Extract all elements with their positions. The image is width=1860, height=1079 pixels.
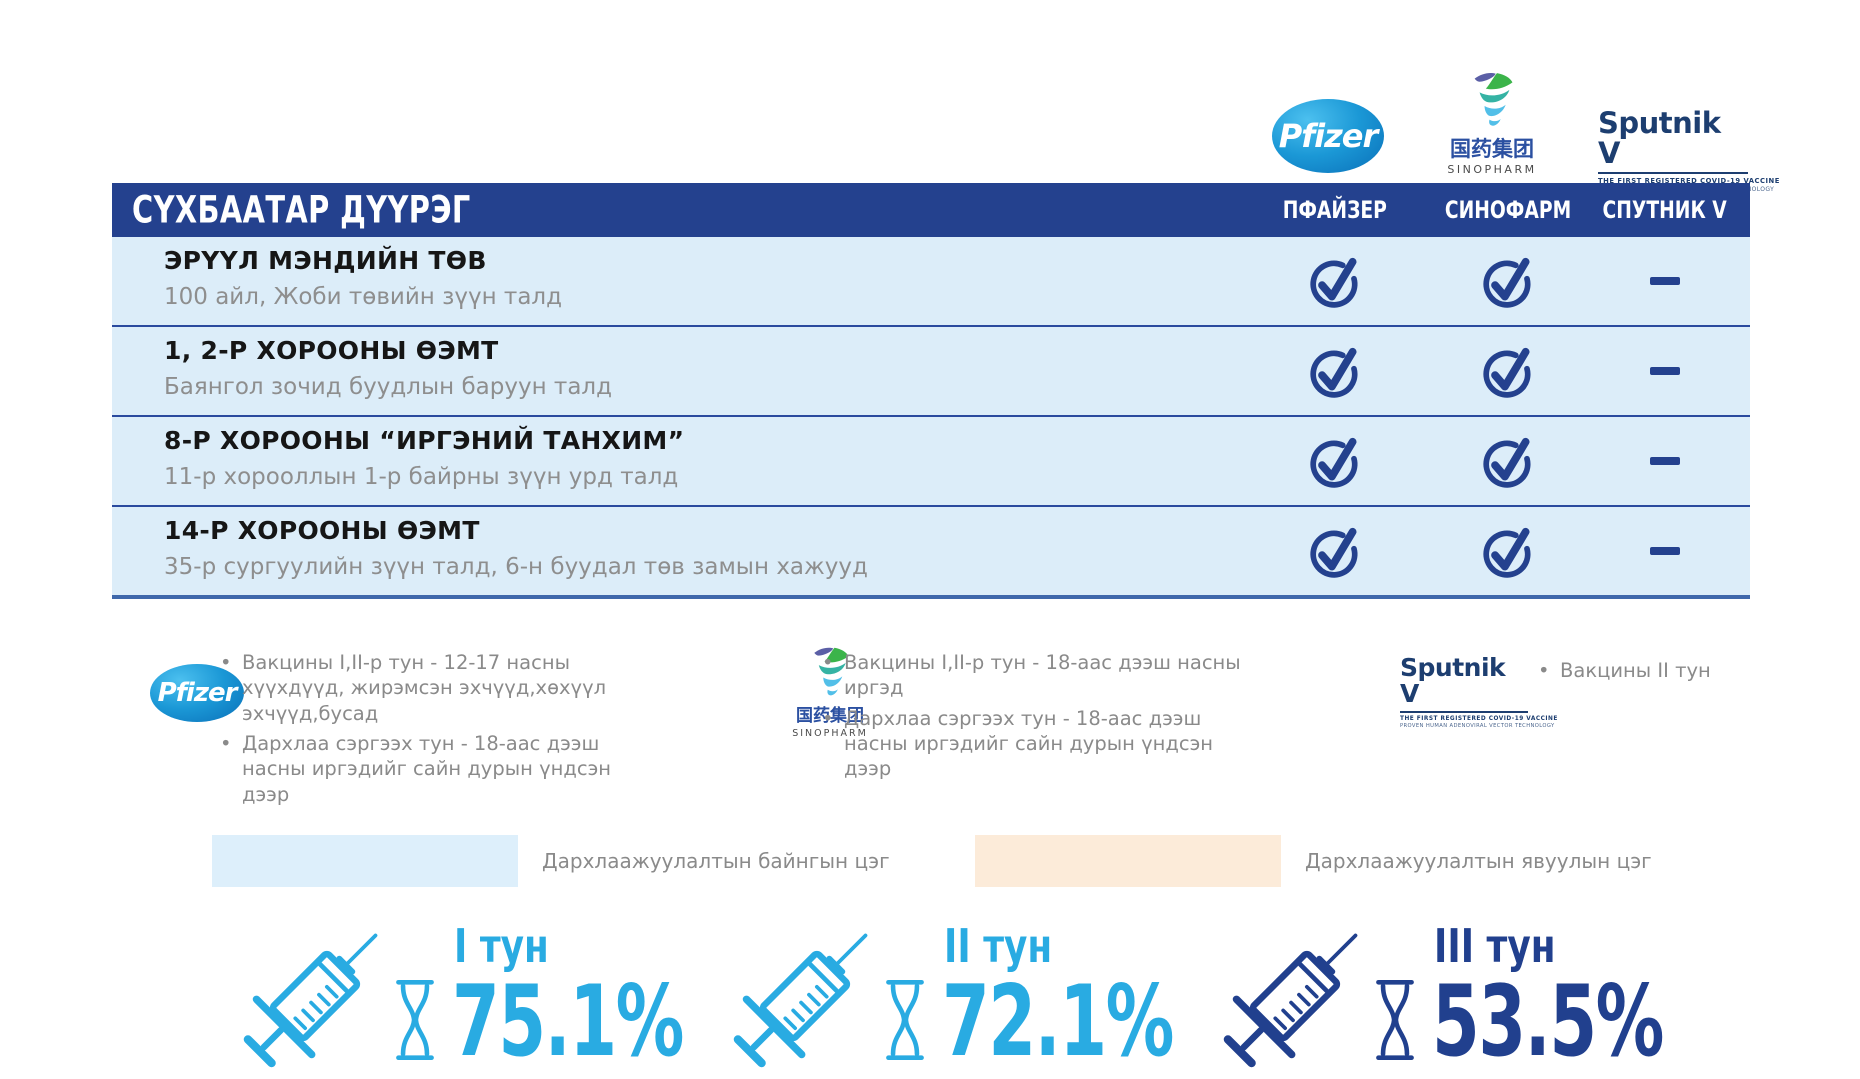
sinopharm-availability-mark	[1423, 507, 1593, 595]
syringe-icon	[712, 903, 898, 1079]
pfizer-availability-mark	[1250, 327, 1420, 415]
note-item: Дархлаа сэргээх тун - 18-аас дээш насны …	[820, 706, 1260, 782]
sputnik-tagline-1: THE FIRST REGISTERED COVID-19 VACCINE	[1400, 715, 1558, 722]
pfizer-logo-text: Pfizer	[1278, 117, 1378, 155]
dose-label: II тун	[944, 919, 1053, 973]
site-address: 35-р сургуулийн зүүн талд, 6-н буудал тө…	[164, 554, 868, 580]
district-title: СҮХБААТАР ДҮҮРЭГ	[132, 188, 471, 232]
site-address: 100 айл, Жоби төвийн зүүн талд	[164, 284, 563, 310]
column-header-sputnik: СПУТНИК V	[1602, 196, 1728, 224]
dose-2-stat: II тун 72.1%	[712, 903, 1272, 1079]
sinopharm-swirl-icon	[1474, 73, 1513, 126]
pfizer-note-list: Вакцины I,II-р тун - 12-17 насны хүүхдүү…	[218, 650, 648, 812]
sputnik-logo-text: Sputnik V	[1400, 654, 1528, 713]
table-header: СҮХБААТАР ДҮҮРЭГ ПФАЙЗЕР СИНОФАРМ СПУТНИ…	[112, 183, 1750, 237]
mobile-point-swatch	[975, 835, 1281, 887]
sinopharm-latin-text: SINOPHARM	[1447, 163, 1537, 177]
pfizer-availability-mark	[1250, 417, 1420, 505]
hourglass-icon	[882, 977, 928, 1063]
check-icon	[1480, 433, 1536, 489]
pfizer-availability-mark	[1250, 507, 1420, 595]
pfizer-availability-mark	[1250, 237, 1420, 325]
sinopharm-chinese-text: 国药集团	[1450, 137, 1534, 161]
sputnik-note-logo: Sputnik V THE FIRST REGISTERED COVID-19 …	[1400, 654, 1558, 729]
hourglass-icon	[1372, 977, 1418, 1063]
vaccination-table: СҮХБААТАР ДҮҮРЭГ ПФАЙЗЕР СИНОФАРМ СПУТНИ…	[112, 183, 1750, 599]
dash-icon	[1650, 277, 1680, 285]
check-icon	[1480, 343, 1536, 399]
hourglass-icon	[392, 977, 438, 1063]
note-item: Вакцины I,II-р тун - 18-аас дээш насны и…	[820, 650, 1260, 701]
column-header-sinopharm: СИНОФАРМ	[1444, 196, 1572, 224]
dose-label: III тун	[1434, 919, 1556, 973]
table-row: 14-Р ХОРООНЫ ӨЭМТ 35-р сургуулийн зүүн т…	[112, 505, 1750, 595]
syringe-icon	[222, 903, 408, 1079]
check-icon	[1307, 253, 1363, 309]
table-row: 8-Р ХОРООНЫ “ИРГЭНИЙ ТАНХИМ” 11-р хороол…	[112, 415, 1750, 505]
dose-percentage: 53.5%	[1432, 965, 1664, 1079]
note-item: Вакцины II тун	[1536, 658, 1766, 684]
dash-icon	[1650, 457, 1680, 465]
fixed-point-swatch	[212, 835, 518, 887]
sinopharm-note-list: Вакцины I,II-р тун - 18-аас дээш насны и…	[820, 650, 1260, 787]
table-body: ЭРҮҮЛ МЭНДИЙН ТӨВ 100 айл, Жоби төвийн з…	[112, 237, 1750, 599]
syringe-icon	[1202, 903, 1388, 1079]
sputnik-availability-mark	[1580, 327, 1750, 415]
check-icon	[1480, 523, 1536, 579]
sputnik-logo: Sputnik V THE FIRST REGISTERED COVID-19 …	[1598, 108, 1780, 193]
site-name: 14-Р ХОРООНЫ ӨЭМТ	[164, 516, 480, 545]
note-item: Дархлаа сэргээх тун - 18-аас дээш насны …	[218, 731, 648, 807]
sputnik-logo-text: Sputnik V	[1598, 108, 1748, 174]
check-icon	[1307, 343, 1363, 399]
dash-icon	[1650, 547, 1680, 555]
dose-3-stat: III тун 53.5%	[1202, 903, 1762, 1079]
table-row: 1, 2-Р ХОРООНЫ ӨЭМТ Баянгол зочид буудлы…	[112, 325, 1750, 415]
sputnik-availability-mark	[1580, 507, 1750, 595]
sputnik-availability-mark	[1580, 417, 1750, 505]
sputnik-availability-mark	[1580, 237, 1750, 325]
dose-percentage: 72.1%	[942, 965, 1174, 1079]
column-header-pfizer: ПФАЙЗЕР	[1282, 196, 1388, 224]
sinopharm-logo: 国药集团 SINOPHARM	[1436, 70, 1548, 176]
sinopharm-availability-mark	[1423, 237, 1593, 325]
sputnik-note-list: Вакцины II тун	[1536, 658, 1766, 688]
dose-1-stat: I тун 75.1%	[222, 903, 782, 1079]
sinopharm-availability-mark	[1423, 417, 1593, 505]
site-name: 8-Р ХОРООНЫ “ИРГЭНИЙ ТАНХИМ”	[164, 426, 685, 455]
sinopharm-availability-mark	[1423, 327, 1593, 415]
dash-icon	[1650, 367, 1680, 375]
check-icon	[1307, 523, 1363, 579]
table-row: ЭРҮҮЛ МЭНДИЙН ТӨВ 100 айл, Жоби төвийн з…	[112, 237, 1750, 325]
pfizer-logo: Pfizer	[1272, 99, 1384, 173]
site-address: Баянгол зочид буудлын баруун талд	[164, 374, 613, 400]
sputnik-tagline-1: THE FIRST REGISTERED COVID-19 VACCINE	[1598, 176, 1780, 185]
dose-label: I тун	[454, 919, 549, 973]
note-item: Вакцины I,II-р тун - 12-17 насны хүүхдүү…	[218, 650, 648, 726]
mobile-point-label: Дархлаажуулалтын явуулын цэг	[1305, 849, 1652, 873]
sputnik-tagline-2: PROVEN HUMAN ADENOVIRAL VECTOR TECHNOLOG…	[1400, 722, 1555, 729]
fixed-point-label: Дархлаажуулалтын байнгын цэг	[542, 849, 890, 873]
site-name: 1, 2-Р ХОРООНЫ ӨЭМТ	[164, 336, 499, 365]
check-icon	[1307, 433, 1363, 489]
check-icon	[1480, 253, 1536, 309]
dose-percentage: 75.1%	[452, 965, 684, 1079]
site-address: 11-р хорооллын 1-р байрны зүүн урд талд	[164, 464, 679, 490]
site-name: ЭРҮҮЛ МЭНДИЙН ТӨВ	[164, 246, 487, 275]
